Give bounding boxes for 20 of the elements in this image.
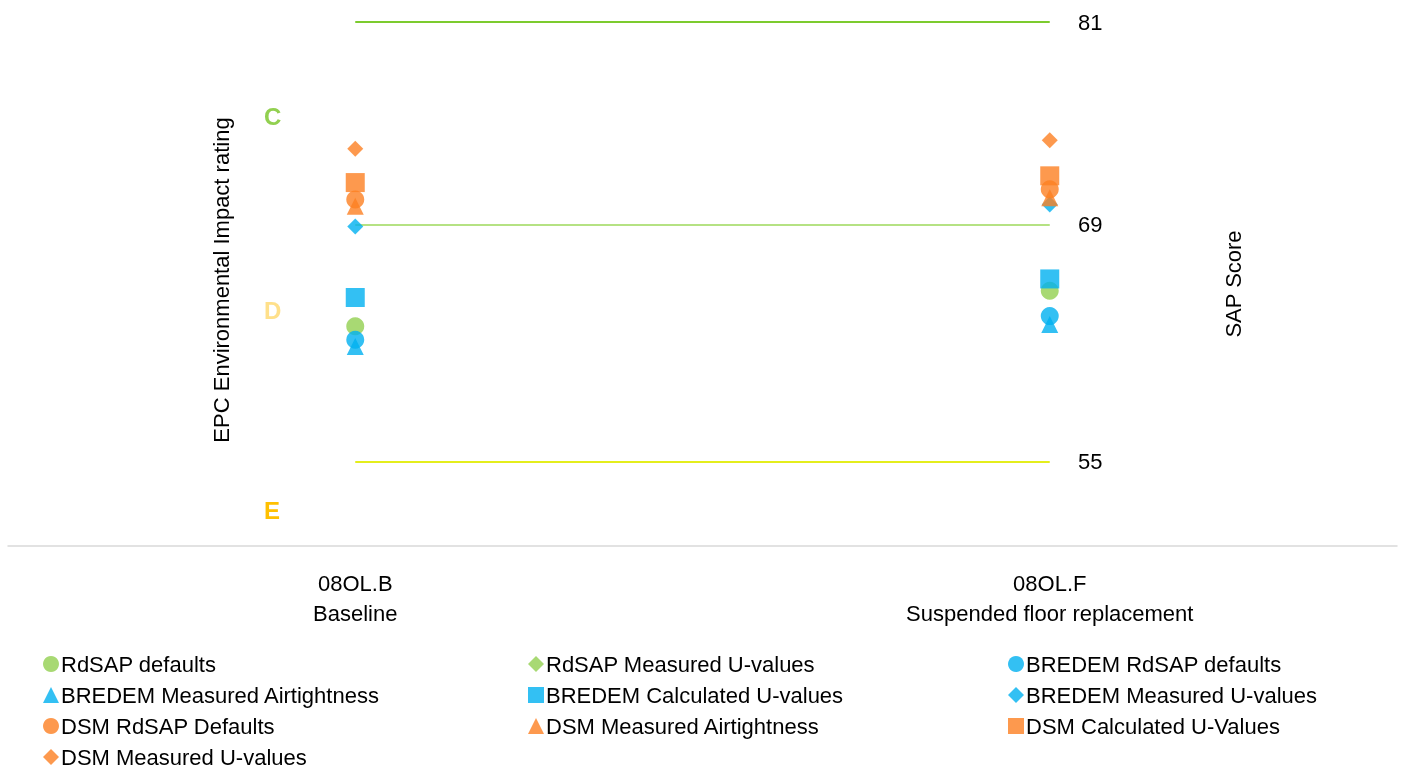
legend-label: DSM Measured U-values bbox=[61, 744, 307, 770]
legend-label: RdSAP defaults bbox=[61, 651, 216, 677]
legend-label: BREDEM Measured Airtightness bbox=[61, 682, 379, 708]
legend-label: BREDEM Calculated U-values bbox=[546, 682, 844, 708]
legend-label: BREDEM Measured U-values bbox=[1026, 682, 1317, 708]
y-tick-label: 55 bbox=[1078, 448, 1103, 474]
legend-label: DSM Calculated U-Values bbox=[1026, 713, 1280, 739]
legend-label: RdSAP Measured U-values bbox=[546, 651, 815, 677]
y-axis-title: SAP Score bbox=[1220, 230, 1246, 338]
x-tick-label: 08OL.B Baseline bbox=[313, 570, 398, 626]
y-tick-label: 69 bbox=[1078, 212, 1103, 238]
legend-label: BREDEM RdSAP defaults bbox=[1026, 651, 1282, 677]
annotation: E bbox=[264, 496, 281, 524]
annotation: EPC Environmental Impact rating bbox=[208, 117, 234, 443]
legend-label: DSM RdSAP Defaults bbox=[61, 713, 275, 739]
legend-label: DSM Measured Airtightness bbox=[546, 713, 819, 739]
x-tick-label: 08OL.F Suspended floor replacement bbox=[906, 570, 1194, 626]
annotation: C bbox=[264, 102, 282, 130]
y-tick-label: 81 bbox=[1078, 9, 1103, 35]
annotation: D bbox=[264, 296, 282, 324]
